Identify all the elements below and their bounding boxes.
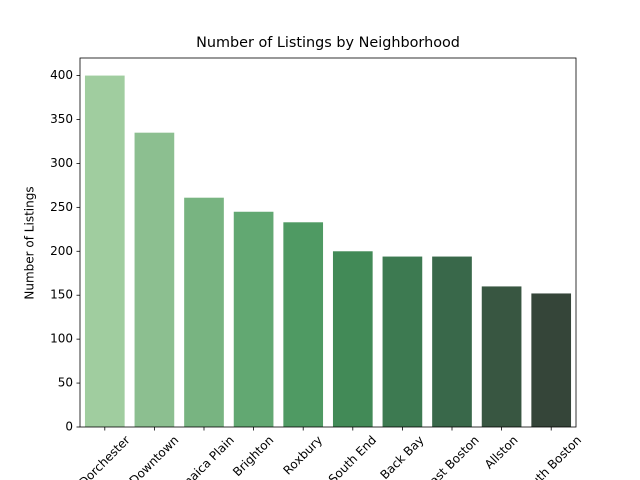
- y-tick-label: 250: [50, 200, 73, 214]
- y-axis-label: Number of Listings: [23, 186, 37, 299]
- x-tick-label: Dorchester: [76, 433, 133, 480]
- chart-title: Number of Listings by Neighborhood: [196, 35, 460, 51]
- y-tick-label: 200: [50, 244, 73, 258]
- y-tick-label: 400: [50, 68, 73, 82]
- bar: [283, 222, 324, 427]
- y-tick-label: 300: [50, 156, 73, 170]
- y-tick-label: 50: [58, 376, 73, 390]
- plot-frame: [79, 57, 577, 428]
- y-tick-label: 0: [65, 420, 73, 434]
- x-tick-label: South End: [326, 433, 379, 480]
- x-tick-label: Back Bay: [377, 433, 426, 480]
- x-tick-label: Downtown: [127, 433, 182, 480]
- bar: [531, 293, 572, 427]
- x-tick-label: Jamaica Plain: [170, 433, 237, 480]
- bar: [481, 286, 522, 427]
- y-tick-label: 100: [50, 332, 73, 346]
- x-tick-label: East Boston: [422, 433, 482, 480]
- bar: [382, 256, 423, 427]
- x-tick-label: South Boston: [518, 433, 585, 480]
- bar: [332, 251, 373, 427]
- y-tick-label: 350: [50, 112, 73, 126]
- x-tick-label: Allston: [482, 433, 521, 472]
- bar: [233, 211, 274, 427]
- bar: [134, 132, 175, 427]
- x-tick-label: Roxbury: [281, 433, 326, 478]
- x-tick-label: Brighton: [230, 433, 276, 479]
- bar: [432, 256, 472, 427]
- bar: [184, 197, 224, 427]
- bar: [84, 75, 125, 428]
- y-tick-label: 150: [50, 288, 73, 302]
